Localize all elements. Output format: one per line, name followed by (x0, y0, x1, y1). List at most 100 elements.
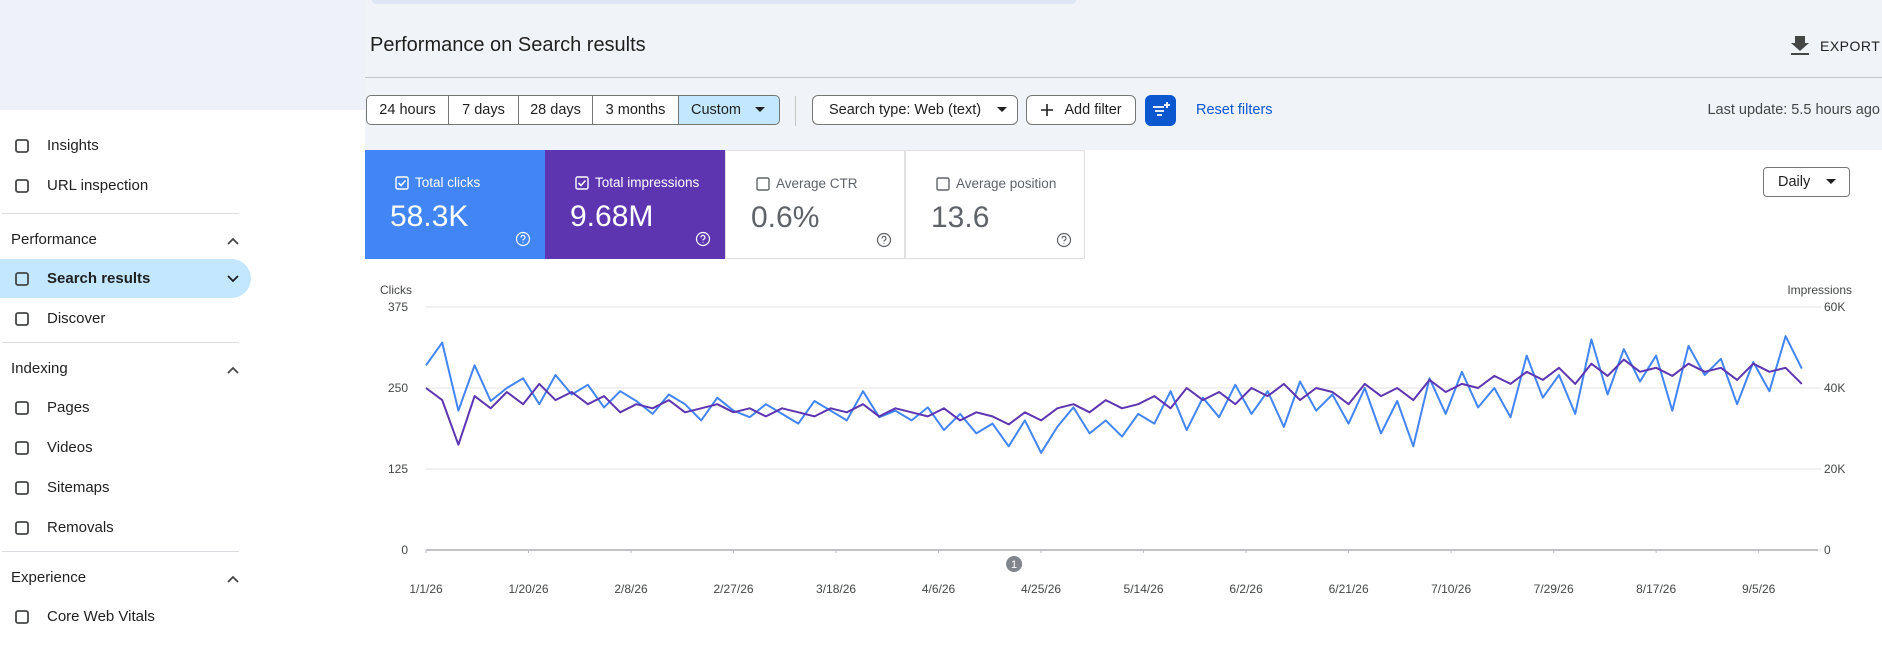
y-tick-label: 125 (388, 462, 408, 476)
metric-checkbox (936, 177, 950, 191)
series-line (425, 335, 1803, 454)
search-type-filter[interactable]: Search type: Web (text) (812, 95, 1018, 125)
page-title: Performance on Search results (370, 34, 646, 56)
nav-item[interactable]: Sitemaps (0, 468, 251, 507)
metric-label: Total impressions (595, 175, 700, 190)
date-range-button[interactable]: 24 hours (366, 95, 449, 125)
checkbox-check (577, 179, 587, 187)
metric-label: Average CTR (776, 176, 858, 191)
collapse-chevron (227, 237, 239, 245)
metric-card[interactable]: Average position 13.6 (905, 150, 1085, 259)
nav-section-title[interactable]: Experience (11, 569, 87, 586)
metric-card[interactable]: Total impressions 9.68M (545, 150, 725, 259)
dropdown-arrow (997, 107, 1008, 112)
x-tick-label: 4/6/26 (922, 582, 956, 596)
nav-item-label: Insights (47, 137, 99, 154)
help-mark (881, 235, 887, 244)
arrow (997, 107, 1008, 112)
help-icon (1056, 232, 1072, 248)
metric-label: Average position (956, 176, 1057, 191)
x-tick-label: 1/20/26 (508, 582, 548, 596)
x-tick-label: 7/29/26 (1534, 582, 1574, 596)
nav-item[interactable]: Core Web Vitals (0, 597, 251, 636)
y2-tick-label: 40K (1824, 381, 1845, 395)
collapse-icon (227, 237, 239, 245)
nav-section-title[interactable]: Indexing (11, 360, 68, 377)
annotation-label: 1 (1011, 559, 1017, 571)
y-tick-label: 375 (388, 300, 408, 314)
nav-item-label: Sitemaps (47, 479, 110, 496)
help-icon (876, 232, 892, 248)
x-tick-label: 7/10/26 (1431, 582, 1471, 596)
nav-item-label: Search results (47, 270, 151, 287)
collapse-chevron (227, 366, 239, 374)
nav-item[interactable]: Videos (0, 428, 251, 467)
nav-icon (15, 138, 29, 153)
checkbox-box (756, 177, 770, 191)
metric-value: 9.68M (570, 200, 654, 233)
metric-checkbox (395, 176, 409, 190)
granularity-label: Daily (1778, 174, 1811, 190)
nav-section-title[interactable]: Performance (11, 231, 97, 248)
nav-icon (15, 400, 29, 415)
add-filter-button[interactable]: Add filter (1026, 95, 1136, 125)
nav-icon-shape (15, 271, 29, 286)
date-range-button[interactable]: 7 days (448, 95, 519, 125)
divider (2, 551, 239, 552)
metric-checkbox (575, 176, 589, 190)
nav-icon-shape (15, 138, 29, 153)
header-divider (365, 77, 1882, 78)
divider (2, 342, 239, 343)
reset-filters-link[interactable]: Reset filters (1196, 102, 1273, 118)
nav-icon (15, 178, 29, 193)
x-tick-label: 3/18/26 (816, 582, 856, 596)
add-filter-label: Add filter (1064, 102, 1122, 118)
nav-item[interactable]: Pages (0, 388, 251, 427)
help-icon (695, 231, 711, 247)
nav-item[interactable]: Removals (0, 508, 251, 547)
y-axis-title: Clicks (380, 283, 412, 297)
nav-icon (15, 609, 29, 624)
expand-chevron (227, 274, 239, 282)
date-range-button[interactable]: 3 months (592, 95, 679, 125)
date-range-button[interactable]: Custom (678, 95, 780, 125)
metric-value: 0.6% (751, 201, 820, 234)
granularity-dropdown[interactable]: Daily (1763, 167, 1850, 197)
nav-icon-shape (15, 480, 29, 495)
y2-axis-title: Impressions (1787, 283, 1852, 297)
sidebar-header (0, 0, 365, 110)
nav-icon (15, 271, 29, 286)
date-range-button[interactable]: 28 days (518, 95, 593, 125)
nav-icon (15, 440, 29, 455)
metric-card[interactable]: Total clicks 58.3K (365, 150, 545, 259)
y-tick-label: 0 (401, 543, 408, 557)
nav-icon (15, 480, 29, 495)
x-tick-label: 5/14/26 (1124, 582, 1164, 596)
filter-settings-button[interactable] (1145, 95, 1176, 126)
divider (2, 213, 239, 214)
help-mark (520, 234, 526, 243)
nav-item[interactable]: Insights (0, 126, 251, 165)
x-tick-label: 4/25/26 (1021, 582, 1061, 596)
metric-card[interactable]: Average CTR 0.6% (725, 150, 905, 259)
nav-item[interactable]: Search results (0, 259, 251, 298)
collapse-icon (227, 575, 239, 583)
expand-icon (227, 274, 239, 282)
checkbox-box (575, 176, 589, 190)
export-icon (1791, 36, 1809, 55)
annotation-marker (1006, 556, 1023, 572)
export-button[interactable]: EXPORT (1820, 38, 1881, 54)
nav-item[interactable]: Discover (0, 299, 251, 338)
x-tick-label: 9/5/26 (1742, 582, 1776, 596)
dropdown-arrow (754, 107, 765, 112)
help-circle (695, 231, 711, 247)
arrow (754, 107, 765, 112)
last-update: Last update: 5.5 hours ago (1707, 102, 1880, 118)
nav-item[interactable]: URL inspection (0, 166, 251, 205)
nav-icon-shape (15, 311, 29, 326)
metric-value: 13.6 (931, 201, 990, 234)
nav-item-label: Removals (47, 519, 114, 536)
nav-icon-shape (15, 400, 29, 415)
nav-item-label: Core Web Vitals (47, 608, 155, 625)
